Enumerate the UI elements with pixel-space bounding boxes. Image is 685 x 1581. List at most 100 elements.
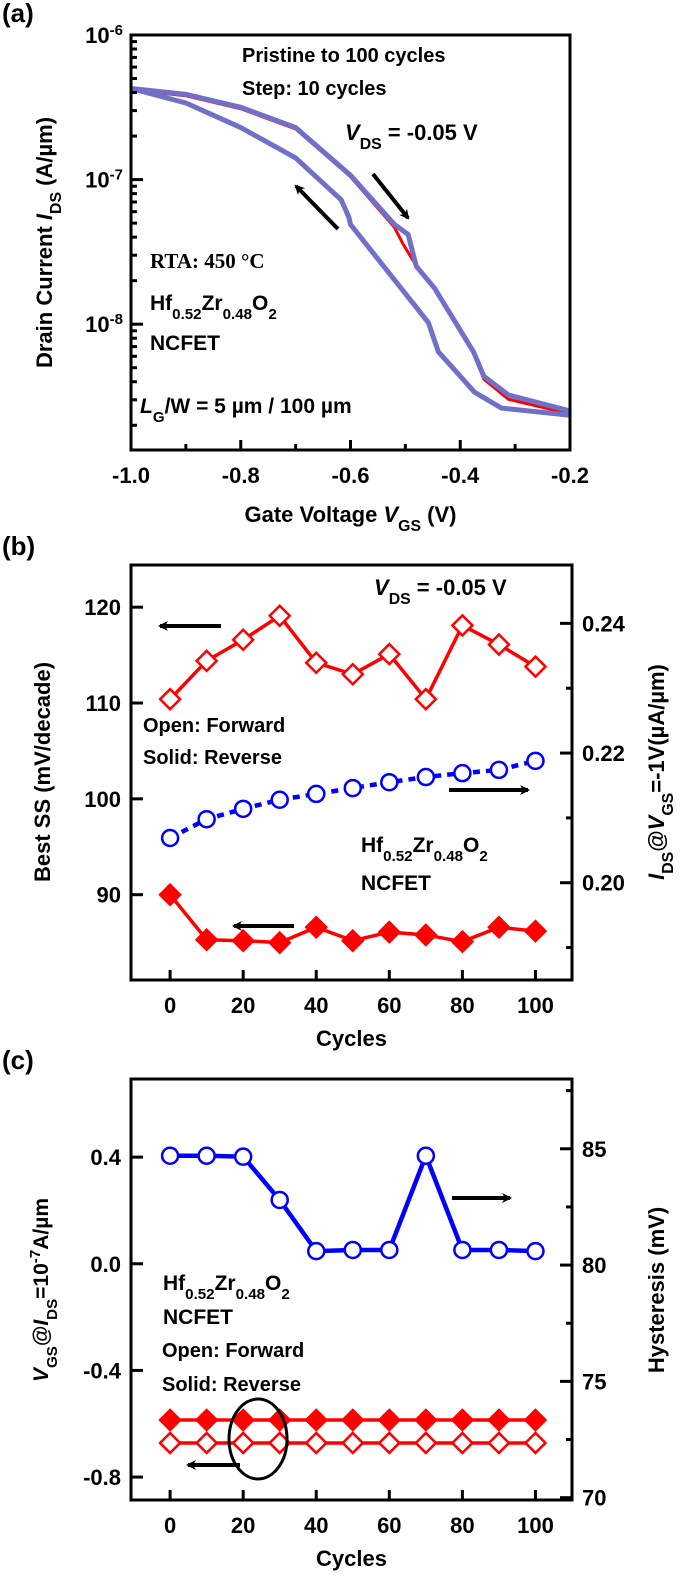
x-tick-label: 40 (304, 993, 328, 1018)
x-tick-label: 20 (231, 993, 255, 1018)
data-point-open-diamond (377, 1431, 402, 1455)
x-tick-label: 80 (450, 993, 474, 1018)
data-point-solid-diamond (341, 928, 365, 953)
y-left-axis-label-part: GS (44, 1346, 61, 1368)
data-point-open-circle (416, 1146, 436, 1166)
forward-sweep-curve (130, 86, 571, 414)
y-left-axis-label-part: Best SS (mV/decade) (30, 662, 55, 882)
data-point-open-diamond (194, 1431, 219, 1455)
data-point-open-diamond (231, 627, 255, 652)
annotation-material: Hf0.52Zr0.48O2 (163, 1272, 290, 1303)
x-axis-label-part: (V) (421, 502, 456, 527)
annotation-geometry-part: G (153, 409, 165, 426)
annotation-material-part: Zr (215, 1272, 236, 1295)
y-right-axis-label-part: I (644, 873, 669, 880)
data-point-open-circle (270, 790, 289, 809)
x-axis-label: Cycles (316, 1026, 387, 1051)
data-point-open-diamond (414, 687, 438, 711)
highlight-ellipse (227, 1397, 289, 1481)
annotation-vds-part: DS (360, 136, 382, 153)
data-point-solid-diamond (231, 1408, 255, 1432)
annotation-step: Step: 10 cycles (242, 78, 387, 100)
panel-label-a: (a) (2, 0, 34, 28)
data-point-open-circle (343, 1240, 363, 1260)
y-left-tick-label: 120 (84, 595, 121, 620)
y-left-axis-label-part: -7 (27, 1250, 44, 1263)
panel-label-c: (c) (2, 1045, 34, 1075)
x-axis-label: Gate Voltage VGS (V) (245, 502, 457, 535)
x-tick-label: 0 (164, 1513, 176, 1538)
data-point-solid-diamond (414, 1408, 438, 1432)
data-point-solid-diamond (194, 927, 219, 952)
y-axis-label-part: (A/µm) (32, 117, 57, 192)
data-point-solid-diamond (267, 930, 292, 955)
series-line-open-circle (169, 758, 537, 840)
x-tick-label: 80 (450, 1513, 474, 1538)
x-tick-label: -0.4 (441, 463, 480, 488)
annotation-material-part: 0.52 (172, 306, 201, 323)
y-tick-label: 10-6 (85, 22, 123, 49)
annotation-device: NCFET (163, 1306, 233, 1329)
annotation-vds-part: V (345, 120, 362, 145)
annotation-geometry-part: L (140, 395, 153, 418)
data-point-open-circle (380, 772, 399, 792)
annotation-vds-part: = -0.05 V (411, 575, 507, 600)
reverse-sweep-arrow (294, 184, 340, 231)
y-axis-label-part: DS (48, 192, 65, 214)
y-left-tick-label: 0.4 (90, 1145, 121, 1170)
data-point-solid-diamond (523, 919, 548, 943)
annotation-material-part: 0.52 (383, 848, 412, 865)
y-left-tick-label: 0.0 (90, 1252, 121, 1277)
data-point-open-circle (453, 1240, 472, 1260)
data-point-solid-diamond (158, 1408, 182, 1432)
data-point-open-circle (489, 760, 509, 780)
annotation-solid-reverse: Solid: Reverse (162, 1374, 301, 1396)
data-point-open-diamond (414, 1431, 438, 1455)
annotation-material-part: O (463, 834, 479, 857)
annotation-vds: VDS = -0.05 V (374, 575, 507, 608)
data-point-open-circle (197, 809, 216, 829)
y-axis-label-part: Drain Current (32, 220, 57, 368)
annotation-material-part: 2 (281, 1286, 289, 1303)
x-tick-label: 40 (304, 1513, 328, 1538)
panel-label-b: (b) (2, 531, 35, 561)
series-line-open-diamond (168, 613, 537, 703)
x-axis-label-part: V (383, 502, 400, 527)
plot-frame-b (129, 563, 574, 982)
data-point-open-circle (416, 767, 436, 787)
data-point-solid-diamond (523, 1408, 548, 1432)
data-point-open-diamond (304, 1431, 329, 1455)
annotation-material-part: Zr (413, 834, 434, 857)
data-point-open-diamond (158, 687, 182, 711)
data-point-open-circle (197, 1146, 216, 1166)
y-left-axis-label: Best SS (mV/decade) (30, 662, 55, 882)
data-point-open-diamond (487, 1431, 511, 1455)
data-point-solid-diamond (450, 1408, 475, 1432)
x-tick-label: 60 (377, 993, 401, 1018)
y-left-tick-label: 100 (84, 787, 121, 812)
y-left-tick-label: -0.4 (83, 1358, 122, 1383)
x-axis-label-part: GS (398, 518, 421, 535)
x-tick-label: -0.6 (332, 463, 370, 488)
data-point-open-circle (233, 1147, 253, 1166)
data-point-open-diamond (523, 1431, 548, 1455)
y-left-axis-label-part: V (30, 1366, 53, 1382)
annotation-material: Hf0.52Zr0.48O2 (361, 834, 488, 865)
y-right-axis-label-part: DS (660, 852, 677, 874)
data-point-open-circle (526, 1241, 545, 1261)
annotation-open-forward: Open: Forward (143, 715, 285, 737)
annotation-sweep-range: Pristine to 100 cycles (242, 45, 445, 67)
data-point-open-circle (380, 1240, 399, 1260)
x-axis-label-part: Gate Voltage (245, 502, 384, 527)
y-right-tick-label: 70 (582, 1486, 606, 1511)
data-point-open-circle (526, 751, 545, 771)
y-left-axis-label-part: =10 (30, 1263, 53, 1299)
y-tick-base: 10 (85, 312, 109, 337)
annotation-material-part: O (265, 1272, 281, 1295)
data-point-open-circle (489, 1240, 509, 1260)
y-right-tick-label: 0.24 (582, 611, 626, 636)
annotation-geometry: LG/W = 5 µm / 100 µm (140, 395, 352, 426)
y-left-tick-label: 110 (86, 691, 122, 716)
data-point-solid-diamond (158, 882, 182, 907)
annotation-material-part: 0.48 (223, 306, 252, 323)
